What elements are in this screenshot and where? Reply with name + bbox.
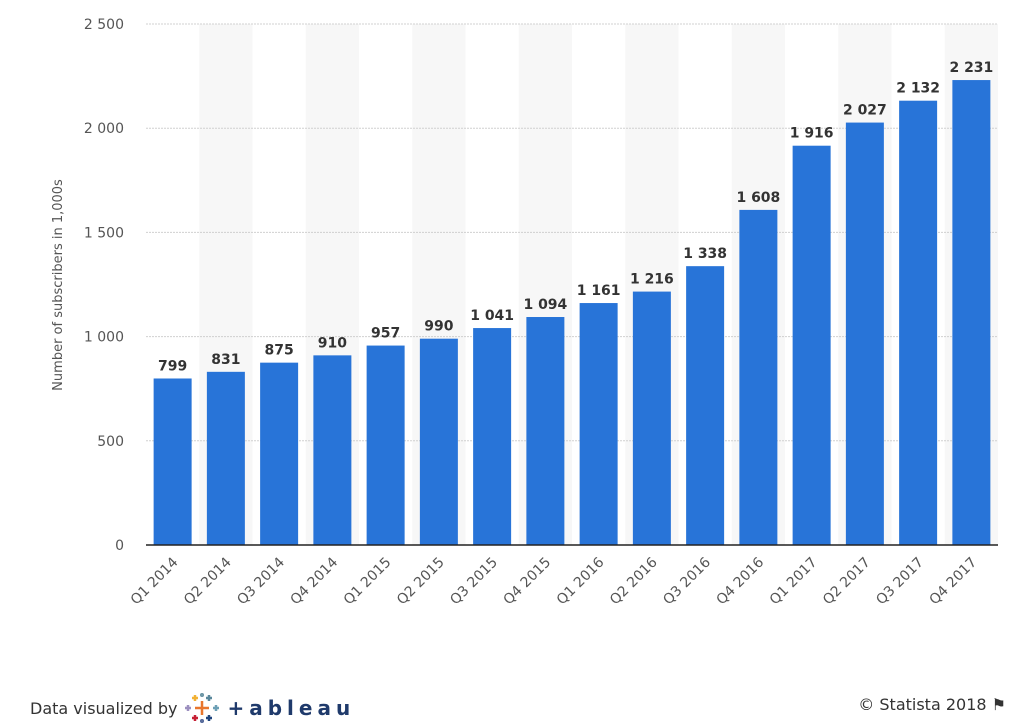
x-tick-label: Q1 2016 <box>554 554 608 608</box>
data-label: 1 041 <box>470 308 514 324</box>
bar <box>952 80 991 545</box>
data-label: 1 094 <box>523 297 567 313</box>
x-tick-label: Q3 2015 <box>447 555 501 609</box>
data-label: 2 132 <box>896 81 940 97</box>
bar <box>579 303 618 545</box>
credit-text: Data visualized by <box>30 698 178 718</box>
bar <box>260 362 299 545</box>
y-tick-label: 500 <box>97 434 124 450</box>
data-label: 910 <box>318 335 347 351</box>
x-tick-label: Q4 2017 <box>926 555 980 609</box>
x-tick-label: Q3 2016 <box>660 554 714 608</box>
y-tick-label: 0 <box>115 538 124 554</box>
data-label: 2 027 <box>843 103 887 119</box>
data-label: 1 608 <box>736 190 780 206</box>
x-tick-label: Q2 2014 <box>181 554 235 608</box>
data-label: 1 916 <box>790 126 834 142</box>
bar <box>792 145 831 545</box>
data-label: 1 161 <box>577 283 621 299</box>
data-label: 1 216 <box>630 272 674 288</box>
data-label: 875 <box>265 343 294 359</box>
bar <box>739 209 778 545</box>
x-tick-label: Q2 2015 <box>394 555 448 609</box>
bar <box>686 266 725 545</box>
bar <box>899 100 938 546</box>
data-label: 799 <box>158 358 187 374</box>
y-tick-label: 1 500 <box>84 225 124 241</box>
x-tick-label: Q4 2016 <box>713 554 767 608</box>
bar <box>366 345 405 545</box>
bar <box>632 291 671 545</box>
tableau-logo-icon <box>185 693 220 723</box>
bar <box>153 378 192 545</box>
bar <box>419 338 458 545</box>
flag-icon: ⚑ <box>991 695 1006 714</box>
data-label: 2 231 <box>949 60 993 76</box>
x-tick-label: Q1 2017 <box>767 555 821 609</box>
y-tick-label: 2 000 <box>84 121 124 137</box>
data-label: 990 <box>424 319 453 335</box>
x-tick-label: Q1 2015 <box>341 555 395 609</box>
bar <box>473 328 512 545</box>
y-tick-label: 1 000 <box>84 330 124 346</box>
bar-chart: 0 500 1 000 1 500 2 000 2 500 Number of subscr… <box>51 17 998 609</box>
copyright-text: © Statista 2018 <box>858 695 987 714</box>
y-axis-label: Number of subscribers in 1,000s <box>51 179 66 391</box>
data-label: 957 <box>371 326 400 342</box>
x-tick-label: Q3 2017 <box>873 555 927 609</box>
x-tick-label: Q1 2014 <box>128 554 182 608</box>
x-tick-label: Q3 2014 <box>234 554 288 608</box>
x-tick-label: Q4 2014 <box>287 554 341 608</box>
footer-credit: Data visualized by +ableau <box>30 693 355 723</box>
tableau-logo-text: +ableau <box>227 696 356 720</box>
bar <box>526 317 565 545</box>
y-tick-label: 2 500 <box>84 17 124 33</box>
data-label: 1 338 <box>683 246 727 262</box>
x-tick-label: Q4 2015 <box>500 555 554 609</box>
bar <box>206 371 245 545</box>
bar <box>845 122 884 546</box>
x-tick-label: Q2 2017 <box>820 555 874 609</box>
statista-copyright[interactable]: © Statista 2018 ⚑ <box>858 695 1006 714</box>
data-label: 831 <box>211 352 240 368</box>
bar <box>313 355 352 545</box>
x-tick-label: Q2 2016 <box>607 554 661 608</box>
